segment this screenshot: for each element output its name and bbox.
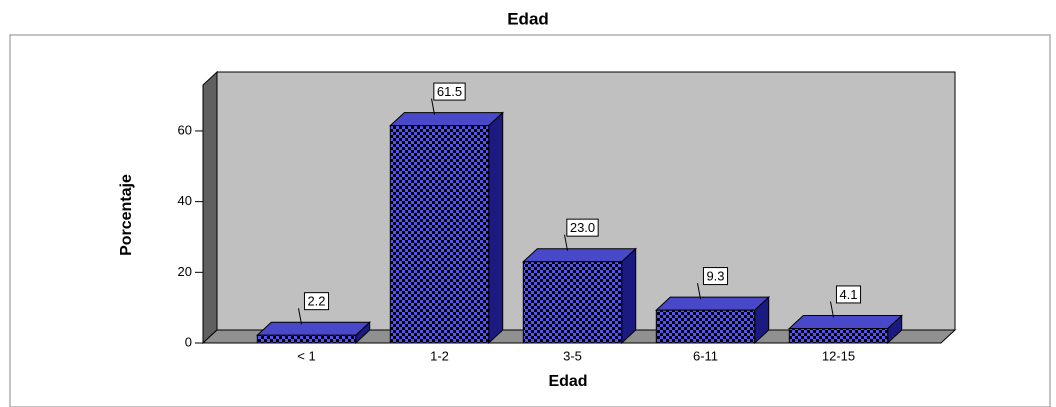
value-label-box [566, 218, 599, 237]
label-leader [298, 308, 302, 325]
chart-title: Edad [507, 9, 549, 28]
value-label: 4.1 [839, 287, 857, 302]
label-leader [431, 98, 435, 115]
y-tick-label: 20 [178, 264, 192, 279]
x-tick-label: 6-11 [693, 348, 718, 363]
bar-top [655, 296, 770, 311]
x-tick-label: 3-5 [563, 348, 582, 363]
side-wall [202, 70, 218, 345]
label-leader [830, 301, 834, 318]
value-label: 2.2 [307, 294, 325, 309]
value-label-box [702, 267, 729, 286]
y-tick-label: 60 [178, 122, 192, 137]
bar [389, 125, 490, 344]
x-tick-label: 12-15 [822, 348, 855, 363]
bar-top [788, 315, 903, 330]
x-tick-label: < 1 [297, 348, 315, 363]
y-tick-label: 0 [185, 334, 192, 349]
bar-top [256, 321, 371, 336]
value-label-box [433, 82, 466, 101]
y-tick-label: 40 [178, 193, 192, 208]
x-tick-label: 1-2 [430, 348, 449, 363]
bar [655, 309, 756, 344]
y-axis-label: Porcentaje [118, 174, 135, 256]
value-label: 9.3 [706, 269, 724, 284]
value-label: 61.5 [437, 84, 462, 99]
bar [522, 261, 623, 344]
bar-top [389, 112, 504, 127]
bar-top [522, 248, 637, 263]
bar [788, 328, 889, 344]
value-label-box [303, 292, 330, 311]
label-leader [564, 234, 568, 251]
value-label-box [835, 285, 862, 304]
bar [256, 334, 357, 344]
label-leader [697, 283, 701, 300]
bar-side [621, 247, 637, 345]
value-label: 23.0 [570, 220, 595, 235]
x-axis-label: Edad [548, 373, 587, 390]
bar-side [488, 111, 504, 345]
